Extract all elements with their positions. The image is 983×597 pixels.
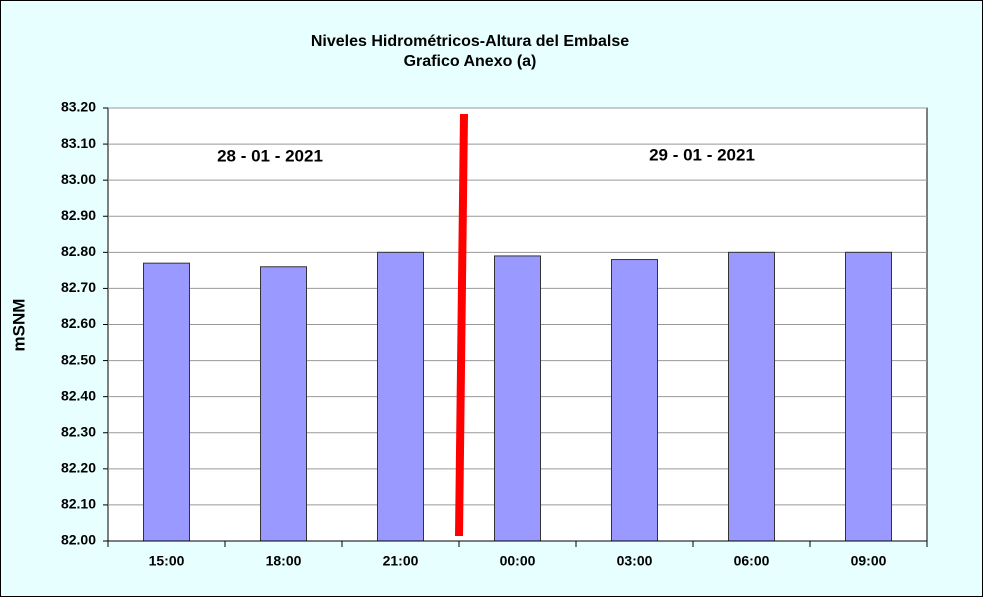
y-tick-label: 83.10	[61, 135, 96, 151]
y-tick-label: 82.20	[61, 460, 96, 476]
y-tick-label: 82.00	[61, 532, 96, 548]
annotation: 29 - 01 - 2021	[649, 145, 755, 164]
y-tick-label: 82.30	[61, 423, 96, 439]
bar	[845, 251, 892, 542]
bar	[728, 251, 775, 542]
bar	[494, 255, 541, 542]
y-tick-label: 83.20	[61, 99, 96, 115]
x-tick-label: 06:00	[734, 553, 770, 569]
annotation: 28 - 01 - 2021	[217, 146, 323, 165]
x-tick-label: 03:00	[617, 553, 653, 569]
bar	[611, 259, 658, 542]
y-tick-label: 82.70	[61, 279, 96, 295]
y-tick-label: 82.80	[61, 243, 96, 259]
y-tick-label: 82.60	[61, 315, 96, 331]
x-tick-label: 21:00	[383, 553, 419, 569]
y-tick-label: 82.40	[61, 387, 96, 403]
y-tick-label: 82.90	[61, 207, 96, 223]
y-tick-label: 82.10	[61, 496, 96, 512]
bar	[260, 266, 307, 542]
bars	[143, 251, 892, 542]
bar	[143, 262, 190, 542]
day-divider	[455, 113, 468, 537]
chart-subtitle: Grafico Anexo (a)	[404, 53, 537, 70]
y-axis-label: mSNM	[9, 299, 28, 352]
y-tick-label: 83.00	[61, 171, 96, 187]
x-tick-label: 15:00	[149, 553, 185, 569]
y-tick-label: 82.50	[61, 351, 96, 367]
bar	[377, 251, 424, 542]
x-tick-label: 00:00	[500, 553, 536, 569]
x-tick-label: 18:00	[266, 553, 302, 569]
chart-title: Niveles Hidrométricos-Altura del Embalse	[311, 33, 629, 50]
x-tick-label: 09:00	[851, 553, 887, 569]
